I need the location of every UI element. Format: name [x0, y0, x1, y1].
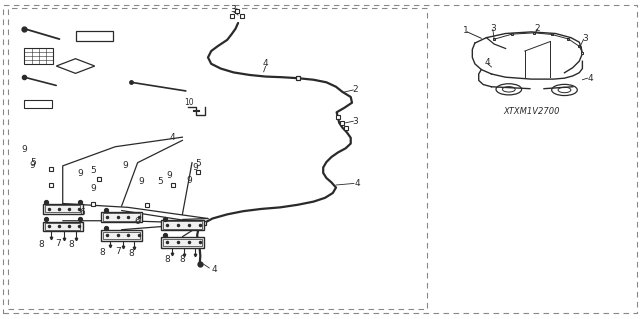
Text: 9: 9 — [90, 184, 95, 193]
Text: 8: 8 — [129, 249, 134, 258]
Text: 4: 4 — [485, 58, 490, 67]
Bar — [101, 212, 143, 222]
Text: 8: 8 — [180, 256, 185, 264]
Text: 2: 2 — [353, 85, 358, 94]
Text: 4: 4 — [588, 74, 593, 83]
Text: 5: 5 — [157, 177, 163, 186]
Bar — [76, 31, 113, 41]
Text: 9: 9 — [167, 171, 172, 180]
Bar — [8, 8, 427, 309]
Text: 4: 4 — [170, 133, 175, 142]
Bar — [163, 221, 202, 229]
Text: 9: 9 — [186, 176, 191, 185]
Bar — [161, 220, 204, 230]
Text: 3: 3 — [231, 5, 236, 14]
Text: 9: 9 — [22, 145, 27, 154]
Bar — [24, 100, 52, 108]
Text: 3: 3 — [353, 117, 358, 126]
Text: 9: 9 — [138, 177, 143, 186]
Text: 6: 6 — [135, 217, 140, 226]
Bar — [45, 223, 80, 230]
Text: 4: 4 — [263, 59, 268, 68]
Text: 8: 8 — [100, 248, 105, 257]
Bar — [45, 205, 80, 212]
Bar — [104, 232, 140, 239]
Text: 10: 10 — [184, 98, 194, 107]
Text: 5: 5 — [31, 158, 36, 167]
Bar — [161, 237, 204, 248]
Text: 9: 9 — [29, 161, 35, 170]
Bar — [43, 222, 83, 231]
Text: 8: 8 — [69, 241, 74, 249]
Text: 7: 7 — [55, 239, 60, 248]
Text: 4: 4 — [212, 265, 217, 274]
Bar — [101, 230, 143, 241]
Text: 9: 9 — [193, 163, 198, 172]
Text: 9: 9 — [122, 161, 127, 170]
Text: 5: 5 — [196, 159, 201, 168]
Bar — [104, 213, 140, 221]
Text: 3: 3 — [583, 34, 588, 43]
Text: 4: 4 — [355, 179, 360, 188]
Text: 3: 3 — [490, 24, 495, 33]
Bar — [43, 204, 83, 214]
Text: 8: 8 — [39, 240, 44, 249]
Text: 1: 1 — [463, 26, 468, 35]
Bar — [24, 48, 53, 64]
Text: 5: 5 — [90, 166, 95, 175]
Text: XTXM1V2700: XTXM1V2700 — [503, 107, 559, 116]
Bar — [163, 239, 202, 246]
Text: 7: 7 — [116, 247, 121, 256]
Text: 8: 8 — [165, 255, 170, 263]
Text: 9: 9 — [77, 169, 83, 178]
Text: 2: 2 — [535, 24, 540, 33]
Text: 6: 6 — [79, 208, 84, 217]
